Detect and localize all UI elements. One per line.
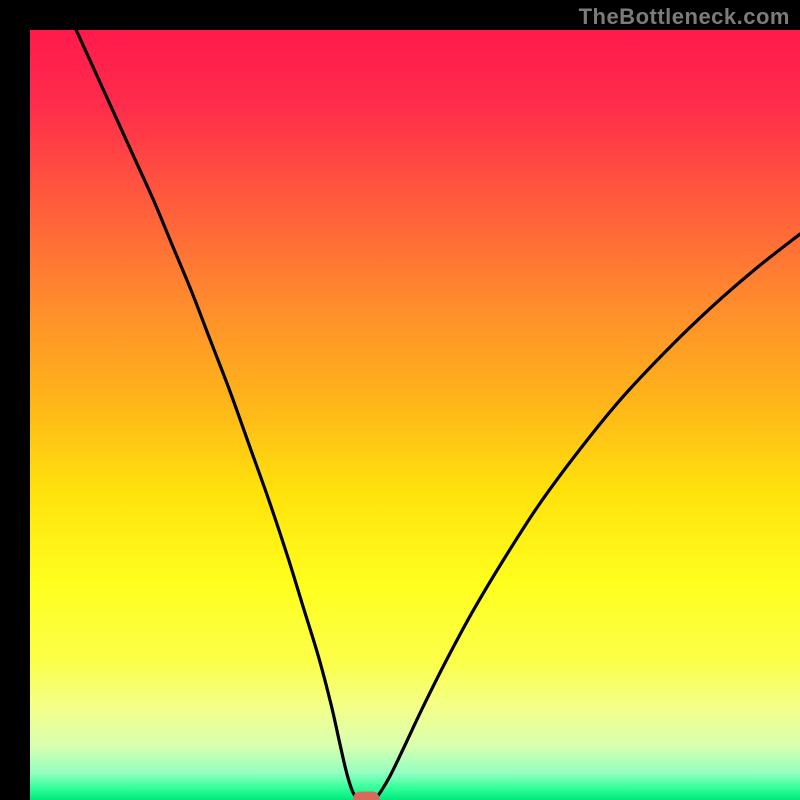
- curve-right-branch: [374, 234, 800, 800]
- curve-layer: [30, 30, 800, 800]
- chart-frame: TheBottleneck.com: [0, 0, 800, 800]
- watermark-text: TheBottleneck.com: [579, 4, 790, 30]
- plot-area: [30, 30, 800, 800]
- optimum-marker: [354, 792, 379, 800]
- curve-left-branch: [76, 30, 361, 800]
